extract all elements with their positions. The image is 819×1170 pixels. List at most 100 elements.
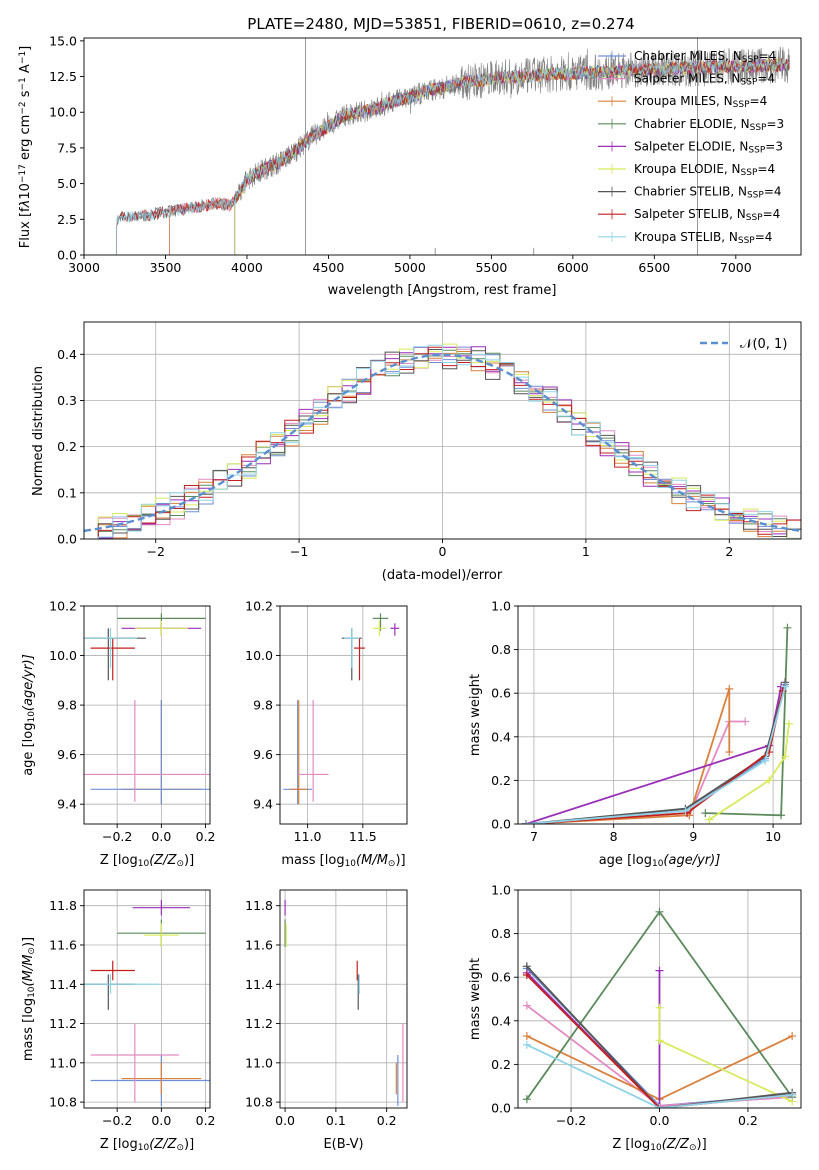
- y-axis-label-part: ]: [18, 46, 33, 51]
- y-axis-label-part: −1: [18, 77, 28, 90]
- spectrum-frame: [83, 37, 802, 256]
- model-spectrum-salpeter-miles: [169, 57, 790, 255]
- y-tick-label: 11.4: [49, 977, 77, 992]
- errorbar-point: [121, 1062, 202, 1095]
- x-axis-label-part: 10: [652, 859, 664, 869]
- y-axis-label-part: (age/yr)]: [21, 654, 36, 711]
- y-tick-label: 0.6: [491, 970, 511, 985]
- x-axis-label-part: (Z/Z: [149, 853, 177, 868]
- legend-entry-label-part: =4: [757, 162, 775, 176]
- weight-marker: [785, 719, 794, 728]
- errorbar-point: [289, 700, 308, 805]
- y-tick-label: 10.0: [49, 105, 77, 120]
- weight-marker: [522, 1040, 531, 1049]
- weight-marker: [777, 811, 786, 820]
- residual-histogram-chabrier-elodie: [84, 349, 801, 539]
- legend-entry-label: Kroupa STELIB, NSSP=4: [634, 230, 772, 246]
- y-tick-label: 0.4: [491, 1013, 511, 1028]
- y-tick-label: 0.4: [57, 347, 77, 362]
- weight-line-salpeter-elodie: [525, 686, 782, 824]
- age_vs_mass-plot-area: [283, 613, 400, 805]
- y-tick-label: 11.0: [245, 1055, 273, 1070]
- legend-entry-label-part: =4: [755, 230, 773, 244]
- x-tick-label: 8: [610, 829, 618, 844]
- x-tick-label: 0.0: [151, 1113, 171, 1128]
- x-axis-label-part: )]: [395, 853, 405, 868]
- weight-marker: [655, 1003, 664, 1012]
- x-axis-label-part: 10: [138, 859, 150, 869]
- weight-marker: [741, 717, 750, 726]
- legend-entry-label-part: Chabrier STELIB, N: [634, 185, 747, 199]
- x-axis-label-part: ⊙: [176, 859, 184, 869]
- y-tick-label: 0.8: [491, 642, 511, 657]
- weight_vs_Z-panel: −0.2 0.0 0.2 0.0 0.2 0.4 0.6 0.8 1.0 Z [log10(Z/Z…: [468, 883, 802, 1153]
- weight-line-kroupa-stelib: [525, 686, 786, 824]
- errorbar-point: [390, 623, 400, 636]
- y-tick-label: 11.6: [49, 937, 77, 952]
- x-tick-label: 0.0: [275, 1113, 295, 1128]
- errorbar-point: [84, 974, 160, 995]
- y-tick-label: 0.4: [491, 729, 511, 744]
- legend-entry-label-part: Salpeter MILES, N: [634, 72, 741, 86]
- legend-entry-label-part: =4: [750, 94, 768, 108]
- y-axis-label-part: )]: [21, 937, 36, 947]
- x-axis-label-part: mass [log: [281, 853, 344, 868]
- legend-entry-label-part: =4: [763, 207, 781, 221]
- weight-marker: [725, 748, 734, 757]
- legend-entry-label-part: =4: [759, 49, 777, 63]
- weight-marker: [783, 623, 792, 632]
- y-tick-label: 0.2: [57, 439, 77, 454]
- legend-entry-label-part: =3: [765, 139, 783, 153]
- y-tick-label: 0.0: [57, 248, 77, 263]
- errorbar-point: [90, 960, 135, 981]
- weight-marker: [765, 748, 774, 757]
- y-tick-label: 9.6: [253, 747, 273, 762]
- y-axis-label-part: mass [log: [21, 998, 36, 1061]
- x-axis-label-part: Z [log: [612, 1137, 650, 1152]
- errorbar-point: [297, 700, 329, 802]
- errorbar-point: [84, 700, 210, 802]
- model-spectrum-kroupa-stelib: [116, 58, 790, 255]
- weight_vs_age-plot-area: [521, 623, 794, 824]
- weight-marker: [522, 971, 531, 980]
- y-tick-label: 9.4: [57, 797, 77, 812]
- x-tick-label: −0.2: [102, 1113, 132, 1128]
- legend-entry-label-part: Salpeter ELODIE, N: [634, 139, 748, 153]
- y-axis-label-part: λ: [18, 200, 33, 209]
- x-tick-label: −0.2: [556, 1113, 586, 1128]
- x-tick-label: 7000: [720, 260, 752, 275]
- weight-marker: [655, 907, 664, 916]
- age_vs_Z-panel: −0.2 0.0 0.29.49.69.810.010.2Z [log10(Z/Z⊙…: [21, 599, 216, 870]
- weight_vs_Z-plot-area: [522, 907, 797, 1108]
- legend-entry-label-part: =4: [764, 185, 782, 199]
- x-axis-label-part: (M/M: [356, 853, 388, 868]
- errorbar-point: [132, 899, 191, 916]
- weight-line-kroupa-elodie: [708, 723, 790, 821]
- errorbar-point: [143, 923, 180, 947]
- residual-histogram-chabrier-stelib: [84, 349, 801, 539]
- weight-marker: [522, 962, 531, 971]
- y-axis-label: mass weight: [468, 674, 483, 756]
- legend-entry-label: Chabrier STELIB, NSSP=4: [634, 185, 782, 201]
- legend-entry-label: 𝒩(0, 1): [740, 337, 787, 352]
- weight-marker: [522, 1095, 531, 1104]
- y-tick-label: 9.8: [57, 698, 77, 713]
- x-tick-label: 0: [439, 544, 447, 559]
- mass_vs_EBV-panel: 0.0 0.1 0.2 10.8 11.0 11.2 11.4 11.6 11.8 E(B-V): [245, 889, 408, 1152]
- y-tick-label: 11.6: [245, 937, 273, 952]
- errorbar-point: [90, 700, 210, 805]
- age_vs_mass-frame: [279, 605, 408, 825]
- y-axis-label-part: −2: [18, 101, 28, 114]
- x-axis-label: (data-model)/error: [382, 568, 503, 583]
- x-axis-label-part: 10: [138, 1143, 150, 1153]
- x-tick-label: 7: [530, 829, 538, 844]
- x-axis-label-part: age [log: [599, 853, 652, 868]
- y-tick-label: 0.0: [491, 1101, 511, 1116]
- legend-entry-label: Salpeter MILES, NSSP=4: [634, 72, 775, 88]
- y-axis-label-part: ⊙: [27, 947, 37, 955]
- x-axis-label: age [log10(age/yr)]: [599, 853, 721, 869]
- x-axis-label-part: 10: [345, 859, 357, 869]
- y-tick-label: 11.2: [49, 1016, 77, 1031]
- y-tick-label: 11.8: [49, 898, 77, 913]
- x-tick-label: 0.0: [151, 829, 171, 844]
